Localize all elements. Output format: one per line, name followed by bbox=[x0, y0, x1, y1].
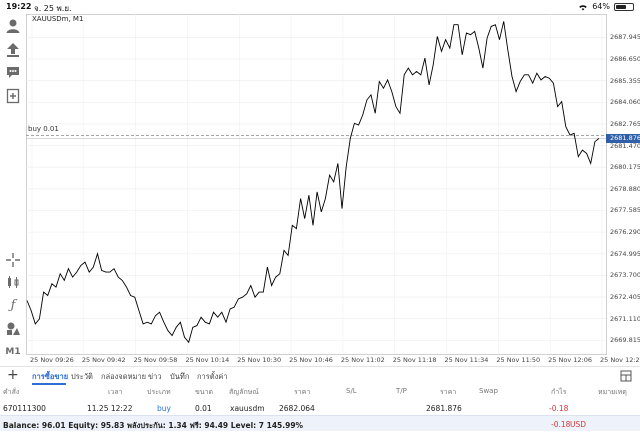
y-tick-label: 2686.650 bbox=[610, 54, 640, 63]
y-tick-label: 2673.700 bbox=[610, 271, 640, 280]
buy-position-label: buy 0.01 bbox=[28, 125, 59, 133]
cell-current-price: 2681.876 bbox=[426, 404, 462, 413]
header-swap[interactable]: Swap bbox=[479, 387, 498, 395]
header-time[interactable]: เวลา bbox=[108, 388, 123, 396]
y-tick-label: 2674.995 bbox=[610, 249, 640, 258]
x-tick-label: 25 Nov 10:46 bbox=[289, 356, 333, 364]
wifi-icon bbox=[579, 4, 588, 10]
x-tick-label: 25 Nov 11:02 bbox=[340, 356, 385, 364]
header-comment[interactable]: หมายเหตุ bbox=[598, 388, 627, 396]
cell-order: 670111300 bbox=[3, 404, 46, 413]
price-series-line bbox=[26, 21, 600, 344]
header-tp[interactable]: T/P bbox=[396, 387, 407, 395]
header-size[interactable]: ขนาด bbox=[195, 388, 214, 396]
y-tick-label: 2684.060 bbox=[610, 98, 640, 107]
x-tick-label: 25 Nov 11:34 bbox=[444, 356, 489, 364]
current-price-tag: 2681.876 bbox=[606, 134, 640, 144]
balance-bar: Balance: 96.01 Equity: 95.83 พลังประกัน:… bbox=[0, 415, 640, 431]
account-icon[interactable] bbox=[5, 18, 21, 34]
header-type[interactable]: ประเภท bbox=[147, 388, 171, 396]
cell-open-price: 2682.064 bbox=[279, 404, 315, 413]
y-tick-label: 2680.175 bbox=[610, 163, 640, 172]
cell-time: 11.25 12:22 bbox=[87, 404, 133, 413]
x-tick-label: 25 Nov 12:06 bbox=[548, 356, 592, 364]
new-order-icon[interactable] bbox=[5, 88, 21, 104]
date-label: จ. 25 พ.ย. bbox=[34, 4, 72, 13]
battery-percent: 64% bbox=[592, 2, 610, 11]
cell-size: 0.01 bbox=[195, 404, 212, 413]
y-tick-label: 2687.945 bbox=[610, 33, 640, 42]
function-icon[interactable]: ƒ bbox=[10, 297, 16, 313]
chat-icon[interactable] bbox=[5, 64, 21, 80]
tab-settings[interactable]: การตั้งค่า bbox=[197, 372, 228, 381]
tab-news[interactable]: ข่าว bbox=[148, 372, 162, 381]
timeframe-button[interactable]: M1 bbox=[5, 347, 21, 357]
battery-icon bbox=[614, 2, 634, 11]
chart-area[interactable] bbox=[26, 14, 640, 364]
header-sl[interactable]: S/L bbox=[346, 387, 357, 395]
x-tick-label: 25 Nov 10:14 bbox=[185, 356, 230, 364]
status-bar: 19:22 จ. 25 พ.ย. 64% bbox=[0, 0, 640, 14]
header-price[interactable]: ราคา bbox=[294, 388, 311, 396]
x-tick-label: 25 Nov 09:26 bbox=[30, 356, 74, 364]
tab-trade[interactable]: การซื้อขาย bbox=[32, 372, 69, 381]
total-profit: -0.18 bbox=[551, 420, 571, 429]
trade-share-icon[interactable] bbox=[5, 42, 21, 58]
price-chart[interactable] bbox=[26, 14, 640, 364]
header-current-price[interactable]: ราคา bbox=[440, 388, 457, 396]
y-tick-label: 2682.765 bbox=[610, 119, 640, 128]
header-profit[interactable]: กำไร bbox=[551, 388, 567, 396]
tab-mailbox[interactable]: กล่องจดหมาย bbox=[101, 372, 147, 381]
y-tick-label: 2672.405 bbox=[610, 293, 640, 302]
y-tick-label: 2685.355 bbox=[610, 76, 640, 85]
crosshair-icon[interactable] bbox=[5, 252, 21, 268]
active-tab-indicator bbox=[32, 383, 66, 385]
clock: 19:22 bbox=[6, 2, 32, 11]
tab-journal[interactable]: บันทึก bbox=[170, 372, 190, 381]
x-tick-label: 25 Nov 09:42 bbox=[81, 356, 126, 364]
y-tick-label: 2676.290 bbox=[610, 228, 640, 237]
cell-symbol: xauusdm bbox=[230, 404, 265, 413]
indicators-icon[interactable] bbox=[5, 274, 21, 290]
add-button[interactable]: + bbox=[7, 367, 19, 383]
left-toolbar: ƒ M1 bbox=[0, 14, 26, 364]
x-tick-label: 25 Nov 12:22 bbox=[600, 356, 640, 364]
battery-fill bbox=[616, 4, 627, 9]
cell-profit: -0.18 bbox=[549, 404, 569, 413]
cell-type: buy bbox=[157, 404, 171, 413]
x-tick-label: 25 Nov 09:58 bbox=[133, 356, 178, 364]
y-tick-label: 2669.815 bbox=[610, 336, 640, 345]
objects-icon[interactable] bbox=[5, 320, 21, 336]
header-order[interactable]: คำสั่ง bbox=[3, 388, 20, 396]
x-tick-label: 25 Nov 11:50 bbox=[496, 356, 541, 364]
header-symbol[interactable]: สัญลักษณ์ bbox=[229, 388, 259, 396]
x-tick-label: 25 Nov 11:18 bbox=[392, 356, 437, 364]
currency-label: USD bbox=[570, 420, 587, 429]
y-tick-label: 2677.585 bbox=[610, 206, 640, 215]
y-tick-label: 2671.110 bbox=[610, 314, 640, 323]
y-tick-label: 2678.880 bbox=[610, 184, 640, 193]
chart-symbol-title: XAUUSDm, M1 bbox=[32, 15, 84, 23]
x-tick-label: 25 Nov 10:30 bbox=[237, 356, 282, 364]
bottom-tabs: + การซื้อขาย ประวัติ กล่องจดหมาย ข่าว บั… bbox=[0, 366, 640, 385]
tab-history[interactable]: ประวัติ bbox=[71, 372, 93, 381]
y-tick-label: 2681.470 bbox=[610, 141, 640, 150]
layout-edit-icon[interactable] bbox=[620, 370, 632, 382]
status-right: 64% bbox=[578, 2, 634, 11]
plot-border bbox=[26, 14, 607, 355]
balance-summary: Balance: 96.01 Equity: 95.83 พลังประกัน:… bbox=[3, 421, 304, 430]
